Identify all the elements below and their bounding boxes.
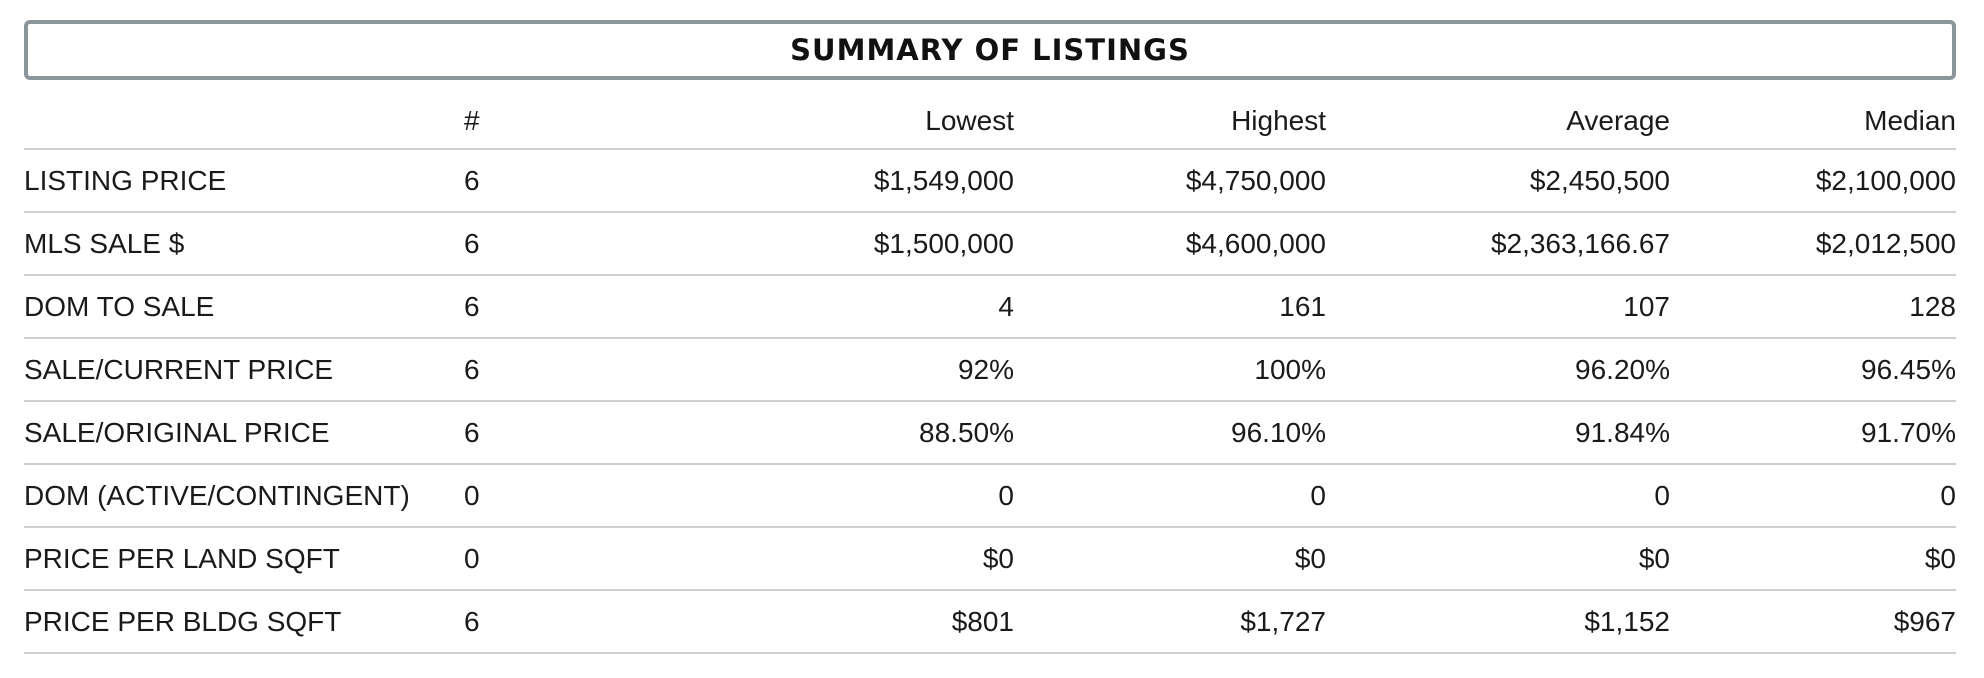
row-median: 128 bbox=[1670, 275, 1956, 339]
header-row: # Lowest Highest Average Median bbox=[24, 94, 1956, 150]
table-row: PRICE PER LAND SQFT 0 $0 $0 $0 $0 bbox=[24, 527, 1956, 591]
table-row: PRICE PER BLDG SQFT 6 $801 $1,727 $1,152… bbox=[24, 590, 1956, 654]
row-lowest: 88.50% bbox=[714, 401, 1014, 465]
row-average: 107 bbox=[1326, 275, 1670, 339]
row-label: SALE/ORIGINAL PRICE bbox=[24, 401, 464, 465]
row-lowest: 4 bbox=[714, 275, 1014, 339]
table-row: SALE/ORIGINAL PRICE 6 88.50% 96.10% 91.8… bbox=[24, 401, 1956, 465]
row-count: 6 bbox=[464, 275, 714, 339]
header-label bbox=[24, 94, 464, 150]
row-median: 0 bbox=[1670, 464, 1956, 528]
row-highest: $1,727 bbox=[1014, 590, 1326, 654]
row-count: 6 bbox=[464, 401, 714, 465]
row-median: 96.45% bbox=[1670, 338, 1956, 402]
summary-table: # Lowest Highest Average Median LISTING … bbox=[24, 94, 1956, 654]
table-row: LISTING PRICE 6 $1,549,000 $4,750,000 $2… bbox=[24, 149, 1956, 213]
row-average: 0 bbox=[1326, 464, 1670, 528]
row-lowest: 0 bbox=[714, 464, 1014, 528]
row-label: MLS SALE $ bbox=[24, 212, 464, 276]
row-label: DOM (ACTIVE/CONTINGENT) bbox=[24, 464, 464, 528]
row-count: 0 bbox=[464, 527, 714, 591]
table-row: MLS SALE $ 6 $1,500,000 $4,600,000 $2,36… bbox=[24, 212, 1956, 276]
summary-title-box: SUMMARY OF LISTINGS bbox=[24, 20, 1956, 80]
row-highest: 100% bbox=[1014, 338, 1326, 402]
header-lowest: Lowest bbox=[714, 94, 1014, 150]
header-average: Average bbox=[1326, 94, 1670, 150]
row-highest: $0 bbox=[1014, 527, 1326, 591]
row-highest: 96.10% bbox=[1014, 401, 1326, 465]
row-label: DOM TO SALE bbox=[24, 275, 464, 339]
row-label: PRICE PER LAND SQFT bbox=[24, 527, 464, 591]
row-highest: $4,600,000 bbox=[1014, 212, 1326, 276]
row-count: 6 bbox=[464, 590, 714, 654]
table-row: DOM TO SALE 6 4 161 107 128 bbox=[24, 275, 1956, 339]
row-average: $1,152 bbox=[1326, 590, 1670, 654]
row-lowest: $801 bbox=[714, 590, 1014, 654]
row-count: 6 bbox=[464, 212, 714, 276]
row-median: 91.70% bbox=[1670, 401, 1956, 465]
row-count: 0 bbox=[464, 464, 714, 528]
row-lowest: 92% bbox=[714, 338, 1014, 402]
row-average: 91.84% bbox=[1326, 401, 1670, 465]
table-header: # Lowest Highest Average Median bbox=[24, 94, 1956, 150]
header-highest: Highest bbox=[1014, 94, 1326, 150]
row-average: 96.20% bbox=[1326, 338, 1670, 402]
row-median: $2,012,500 bbox=[1670, 212, 1956, 276]
row-lowest: $0 bbox=[714, 527, 1014, 591]
row-label: PRICE PER BLDG SQFT bbox=[24, 590, 464, 654]
row-median: $2,100,000 bbox=[1670, 149, 1956, 213]
summary-title: SUMMARY OF LISTINGS bbox=[790, 33, 1190, 67]
row-count: 6 bbox=[464, 338, 714, 402]
row-lowest: $1,500,000 bbox=[714, 212, 1014, 276]
row-lowest: $1,549,000 bbox=[714, 149, 1014, 213]
row-highest: $4,750,000 bbox=[1014, 149, 1326, 213]
row-average: $2,363,166.67 bbox=[1326, 212, 1670, 276]
row-highest: 161 bbox=[1014, 275, 1326, 339]
header-median: Median bbox=[1670, 94, 1956, 150]
row-highest: 0 bbox=[1014, 464, 1326, 528]
row-label: LISTING PRICE bbox=[24, 149, 464, 213]
table-body: LISTING PRICE 6 $1,549,000 $4,750,000 $2… bbox=[24, 149, 1956, 654]
row-average: $2,450,500 bbox=[1326, 149, 1670, 213]
table-row: SALE/CURRENT PRICE 6 92% 100% 96.20% 96.… bbox=[24, 338, 1956, 402]
table-row: DOM (ACTIVE/CONTINGENT) 0 0 0 0 0 bbox=[24, 464, 1956, 528]
row-median: $0 bbox=[1670, 527, 1956, 591]
row-average: $0 bbox=[1326, 527, 1670, 591]
row-median: $967 bbox=[1670, 590, 1956, 654]
row-count: 6 bbox=[464, 149, 714, 213]
header-count: # bbox=[464, 94, 714, 150]
row-label: SALE/CURRENT PRICE bbox=[24, 338, 464, 402]
